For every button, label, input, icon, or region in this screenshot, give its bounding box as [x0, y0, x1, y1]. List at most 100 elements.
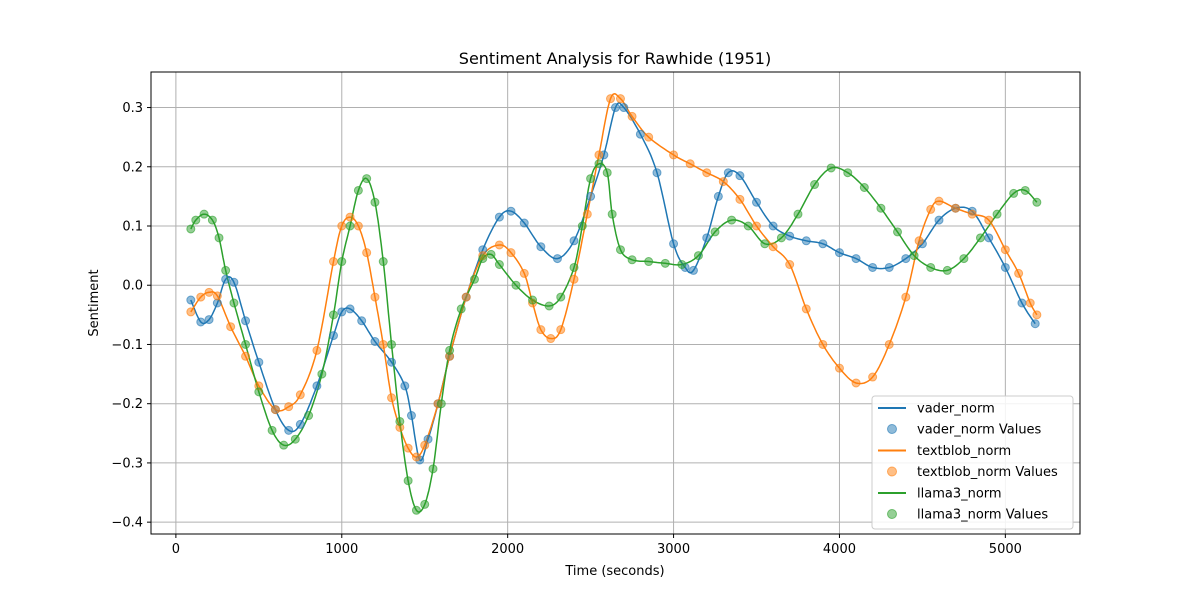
- vader_norm-point: [801, 236, 811, 246]
- textblob_norm-point: [702, 168, 712, 178]
- llama3_norm-point: [478, 254, 488, 264]
- llama3_norm-point: [959, 254, 969, 264]
- vader_norm-point: [702, 233, 712, 243]
- y-tick-label: 0.0: [122, 279, 143, 294]
- llama3_norm-point: [279, 440, 289, 450]
- vader_norm-point: [196, 317, 206, 327]
- x-tick-label: 0: [172, 542, 180, 557]
- llama3_norm-legend-marker: [887, 509, 897, 519]
- x-tick-label: 2000: [491, 542, 524, 557]
- vader_norm-point: [241, 316, 251, 326]
- textblob_norm-point: [1014, 268, 1024, 278]
- textblob_norm-point: [914, 236, 924, 246]
- textblob_norm-point: [212, 291, 222, 301]
- llama3_norm-point: [420, 499, 430, 509]
- llama3_norm-point: [607, 209, 617, 219]
- llama3_norm-point: [469, 274, 479, 284]
- llama3_norm-point: [229, 298, 239, 308]
- vader_norm-values-legend-label: vader_norm Values: [917, 423, 1042, 438]
- llama3_norm-point: [411, 505, 421, 515]
- y-tick-label: 0.1: [122, 220, 143, 235]
- vader_norm-point: [934, 215, 944, 225]
- llama3_norm-point: [556, 292, 566, 302]
- textblob_norm-point: [594, 150, 604, 160]
- llama3_norm-point: [810, 180, 820, 190]
- llama3_norm-values: [186, 159, 1042, 515]
- llama3_norm-point: [317, 369, 327, 379]
- llama3_norm-point: [370, 197, 380, 207]
- vader_norm-point: [506, 206, 516, 216]
- vader_norm-point: [229, 277, 239, 287]
- textblob_norm-point: [606, 94, 616, 104]
- llama3_norm-point: [290, 434, 300, 444]
- vader_norm-point: [652, 168, 662, 178]
- textblob_norm-point: [312, 345, 322, 355]
- textblob_norm-point: [370, 292, 380, 302]
- textblob_norm-point: [967, 209, 977, 219]
- textblob_norm-point: [834, 363, 844, 373]
- vader_norm-point: [669, 239, 679, 249]
- textblob_norm-point: [569, 274, 579, 284]
- llama3_norm-point: [727, 215, 737, 225]
- vader_norm-point: [984, 233, 994, 243]
- llama3_norm-point: [221, 265, 231, 275]
- vader_norm-point: [735, 171, 745, 181]
- llama3_norm-point: [1009, 188, 1019, 198]
- llama3_norm-point: [677, 260, 687, 269]
- llama3_norm-point: [975, 233, 985, 243]
- llama3_norm-point: [594, 159, 604, 169]
- llama3_norm-point: [199, 209, 209, 219]
- vader_norm-point: [569, 236, 579, 246]
- llama3_norm-point: [1020, 185, 1030, 195]
- llama3_norm-point: [328, 310, 338, 320]
- llama3_norm-point: [776, 233, 786, 243]
- legend-box: [871, 395, 1074, 530]
- llama3_norm-point: [436, 399, 446, 409]
- llama3_norm-point: [207, 215, 217, 225]
- llama3_norm-point: [191, 215, 201, 225]
- vader_norm-point: [868, 262, 878, 272]
- llama3_norm-point: [362, 174, 372, 184]
- vader_norm-point: [536, 242, 546, 252]
- llama3_norm-point: [893, 227, 903, 237]
- llama3_norm-point: [615, 245, 625, 255]
- vader_norm-values: [186, 103, 1040, 465]
- llama3_norm-point: [644, 257, 654, 267]
- llama3_norm-point: [387, 339, 397, 349]
- llama3_norm-point: [254, 387, 264, 397]
- y-tick-label: −0.4: [111, 516, 143, 531]
- textblob_norm-point: [718, 177, 728, 187]
- axis-ticks: 0 1000 2000 3000 4000 5000 −0.4 −0.3 −0.2 −0.1 0.0…: [111, 101, 1021, 557]
- y-tick-label: −0.1: [111, 338, 143, 353]
- llama3_norm-point: [214, 233, 224, 243]
- vader_norm-point: [818, 239, 828, 249]
- llama3_norm-point: [586, 174, 596, 184]
- llama3_norm-point: [241, 339, 251, 349]
- llama3_norm-point: [710, 227, 720, 237]
- llama3_norm-point: [445, 345, 455, 355]
- vader_norm-point: [1030, 319, 1040, 329]
- llama3_norm-point: [627, 255, 637, 265]
- llama3_norm-point: [337, 257, 347, 267]
- llama3_norm-point: [992, 209, 1002, 219]
- textblob_norm-legend-label: textblob_norm: [917, 444, 1011, 459]
- vader_norm-point: [834, 248, 844, 258]
- textblob_norm-point: [270, 405, 280, 415]
- vader_norm-point: [1017, 298, 1027, 308]
- vader_norm-point: [357, 316, 367, 326]
- textblob_norm-point: [801, 304, 811, 314]
- llama3_norm-point: [544, 301, 554, 311]
- textblob_norm-point: [951, 203, 961, 213]
- textblob_norm-point: [627, 111, 637, 121]
- textblob_norm-point: [196, 292, 206, 302]
- vader_norm-point: [1000, 262, 1010, 272]
- textblob_norm-point: [685, 159, 695, 169]
- llama3_norm-point: [743, 221, 753, 231]
- textblob_norm-point: [984, 215, 994, 225]
- textblob_norm-point: [353, 221, 363, 231]
- vader_norm-legend-marker: [887, 424, 897, 434]
- x-tick-label: 1000: [325, 542, 358, 557]
- llama3_norm-legend-label: llama3_norm: [917, 487, 1002, 502]
- plot-frame: [150, 71, 1081, 535]
- textblob_norm-point: [556, 325, 566, 335]
